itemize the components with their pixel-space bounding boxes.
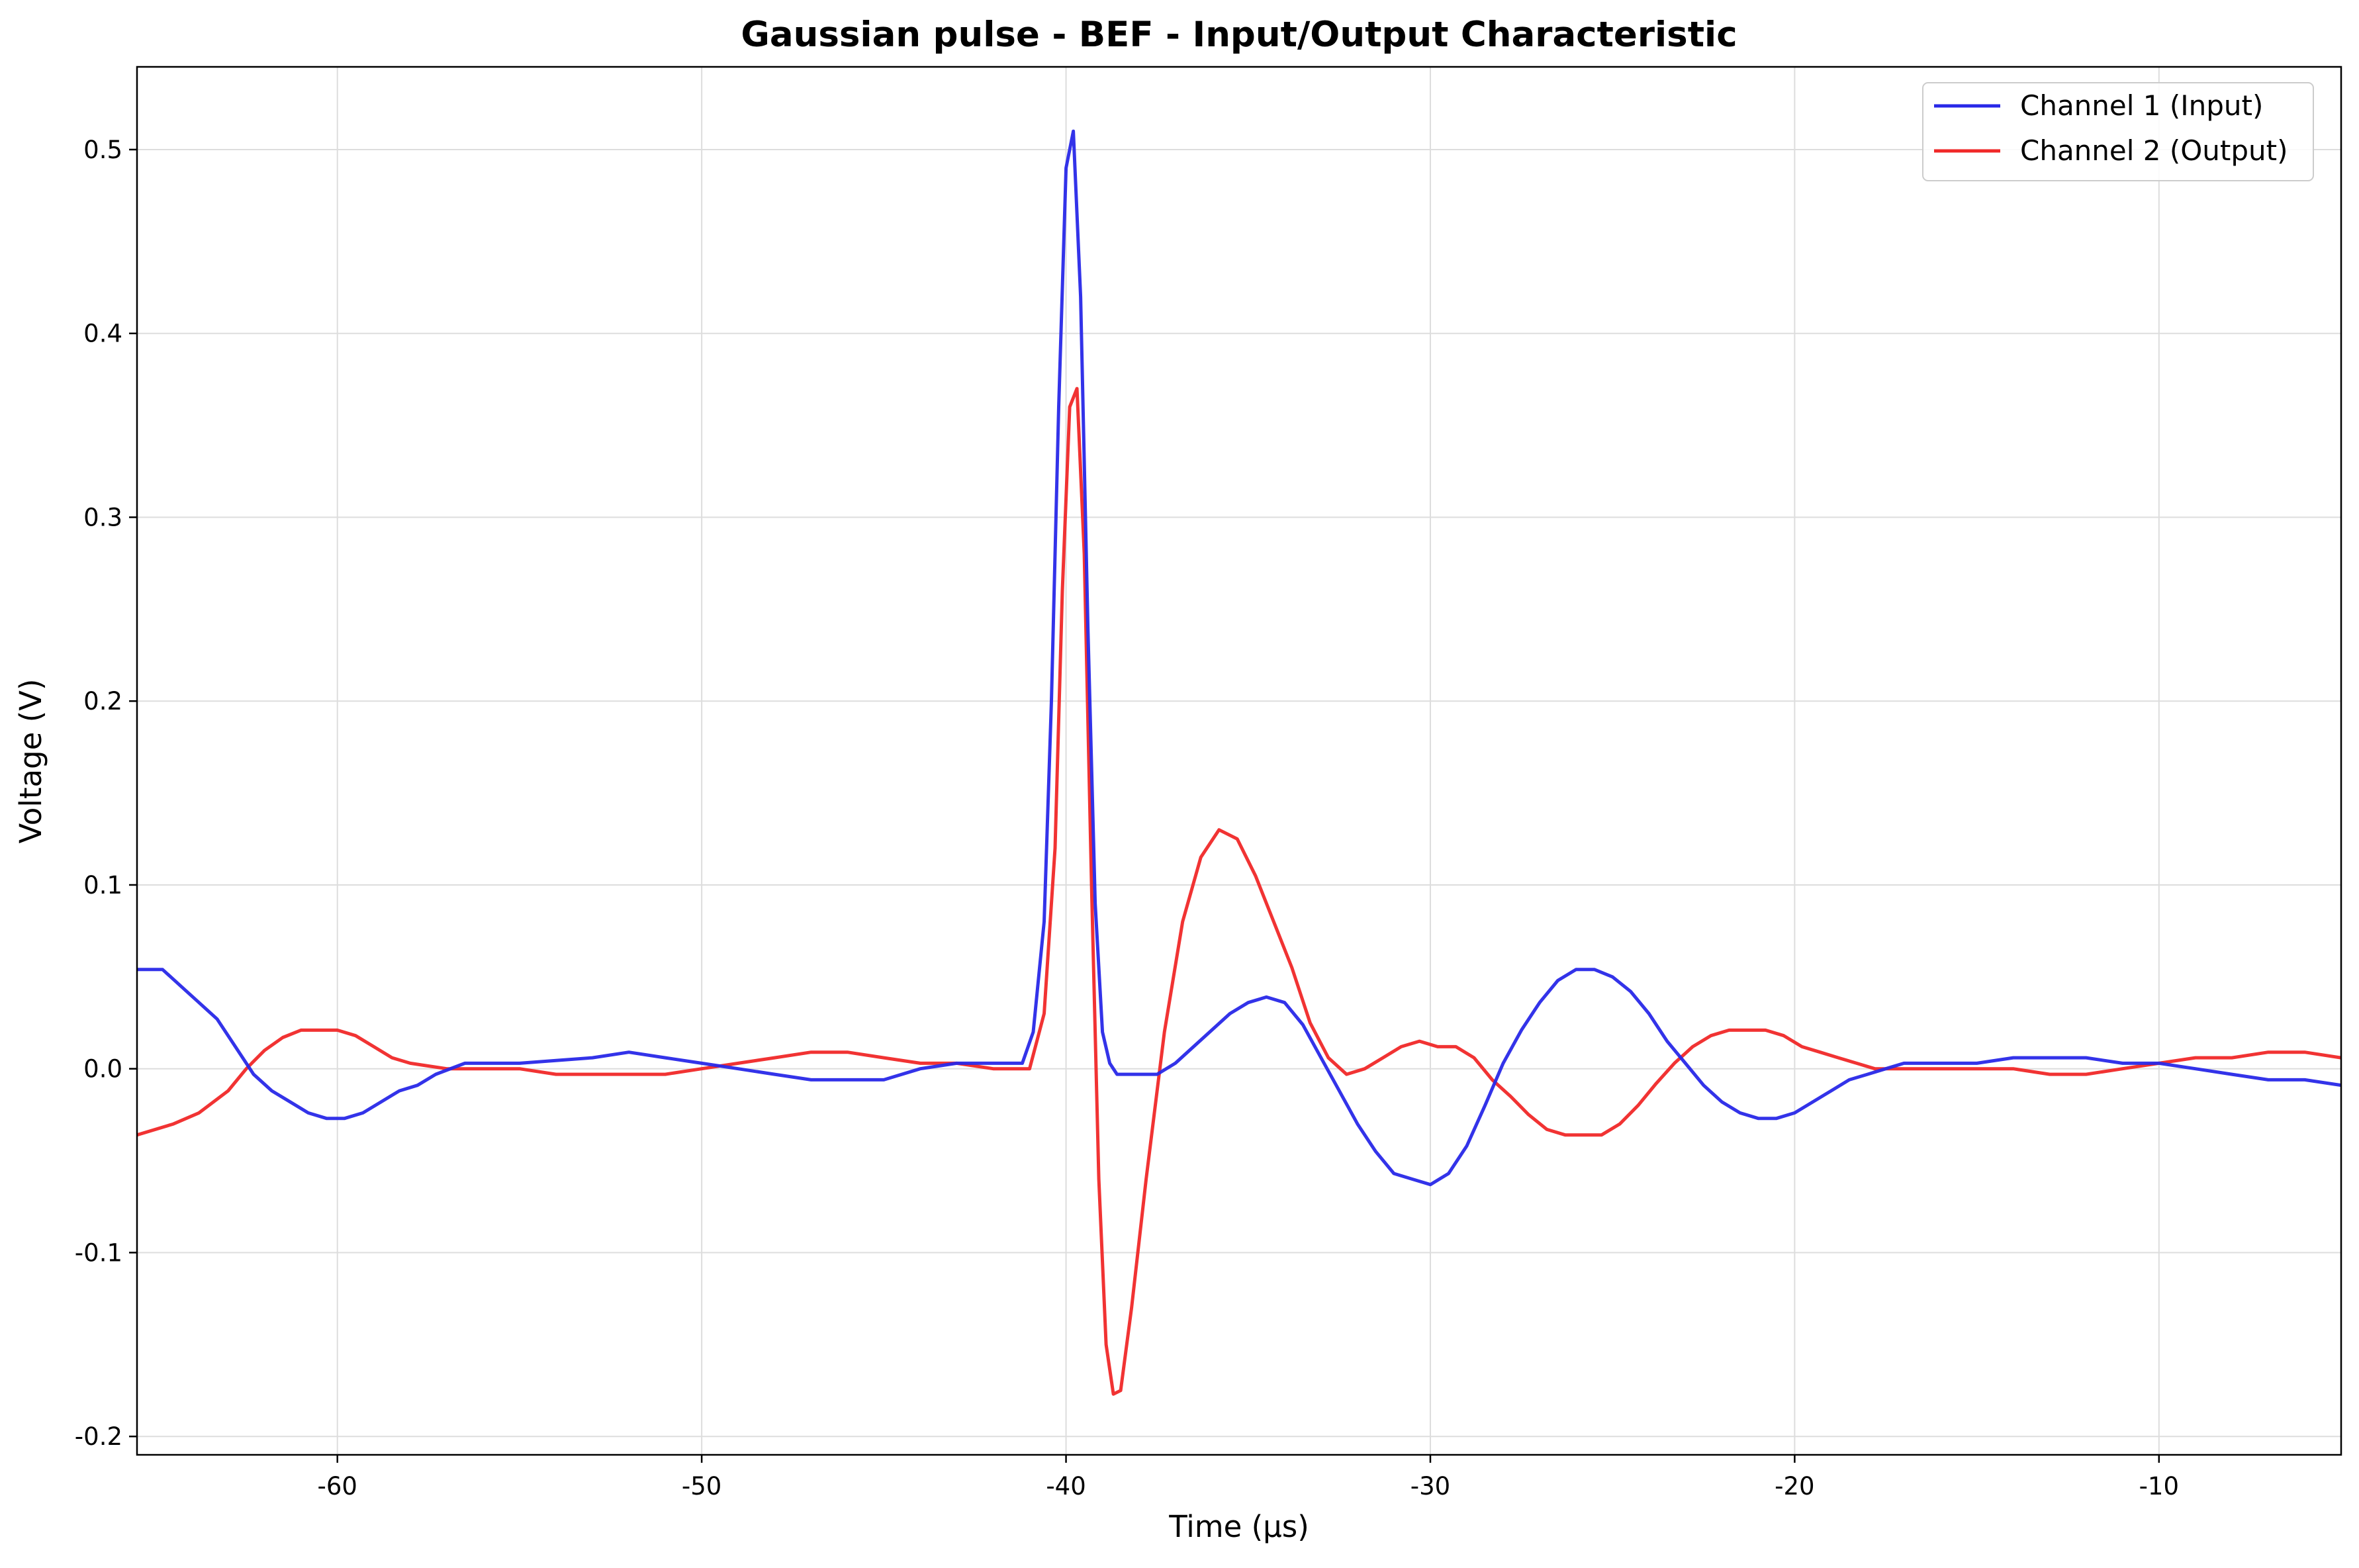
series-layer: [137, 129, 2341, 1396]
y-tick-label: -0.2: [75, 1422, 122, 1451]
y-tick-label: 0.3: [83, 503, 122, 531]
x-tick-label: -20: [1775, 1472, 1814, 1500]
tick-layer: -60 -50 -40 -30 -20 -10 -0.2 -0.1 0.0 0.1 0.2 0.3 0.…: [75, 136, 2179, 1500]
plot-area-frame: [136, 66, 2342, 1456]
legend-box: [1922, 82, 2314, 181]
y-tick-label: 0.1: [83, 871, 122, 899]
legend-label-channel-1: Channel 1 (Input): [2020, 89, 2263, 122]
series-line-channel-2-output: [137, 387, 2341, 1396]
legend-label-channel-2: Channel 2 (Output): [2020, 134, 2288, 167]
x-tick-label: -40: [1046, 1472, 1086, 1500]
x-tick-label: -60: [318, 1472, 357, 1500]
y-tick-label: -0.1: [75, 1238, 122, 1267]
series-line-channel-1-input: [137, 129, 2341, 1187]
y-tick-label: 0.4: [83, 320, 122, 348]
x-tick-label: -10: [2139, 1472, 2179, 1500]
y-tick-label: 0.2: [83, 687, 122, 715]
x-tick-label: -50: [682, 1472, 721, 1500]
y-tick-label: 0.5: [83, 136, 122, 164]
x-axis-label: Time (µs): [1168, 1509, 1309, 1544]
y-tick-label: 0.0: [83, 1055, 122, 1084]
chart-title: Gaussian pulse - BEF - Input/Output Char…: [741, 15, 1737, 55]
x-tick-label: -30: [1411, 1472, 1450, 1500]
y-axis-label: Voltage (V): [13, 679, 48, 844]
legend: Channel 1 (Input) Channel 2 (Output): [1922, 82, 2314, 181]
